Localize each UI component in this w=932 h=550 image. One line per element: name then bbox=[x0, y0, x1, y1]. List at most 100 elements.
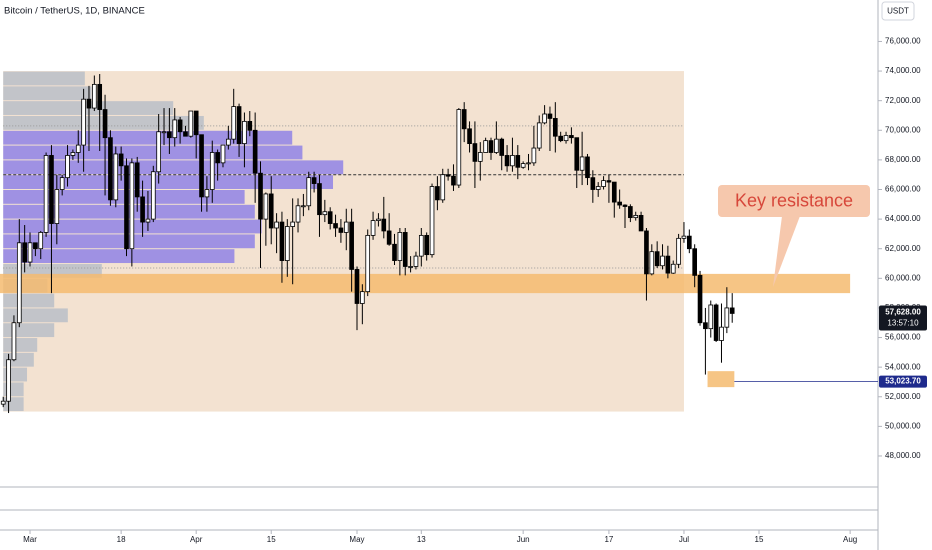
candle bbox=[11, 315, 17, 362]
y-tick-label: 74,000.00 bbox=[885, 66, 921, 75]
candle bbox=[134, 156, 140, 212]
candle bbox=[477, 142, 483, 181]
candle bbox=[242, 112, 247, 168]
candle-body bbox=[236, 106, 242, 145]
candle bbox=[27, 232, 33, 267]
candle-body bbox=[547, 113, 553, 119]
candle-body bbox=[531, 147, 537, 164]
candle-body bbox=[92, 83, 97, 109]
candle-body bbox=[242, 120, 247, 145]
last-price-box bbox=[879, 305, 927, 331]
y-tick-label: 66,000.00 bbox=[885, 185, 921, 194]
candle-body bbox=[199, 134, 204, 198]
candle-body bbox=[467, 128, 472, 145]
profile-bar bbox=[3, 175, 334, 189]
candle-body bbox=[644, 230, 649, 275]
candle-body bbox=[108, 137, 113, 201]
candle-body bbox=[590, 177, 596, 190]
candle bbox=[102, 94, 108, 196]
candle-body bbox=[601, 180, 606, 187]
profile-bar bbox=[3, 249, 235, 264]
currency-box[interactable] bbox=[881, 1, 915, 21]
candle-body bbox=[263, 193, 269, 220]
profile-bar bbox=[3, 130, 293, 145]
profile-bar bbox=[3, 189, 245, 204]
candle-body bbox=[392, 243, 397, 261]
candle-body bbox=[558, 135, 564, 142]
candle bbox=[43, 152, 49, 237]
candle bbox=[220, 144, 226, 168]
candle bbox=[386, 213, 392, 246]
candle-body bbox=[595, 186, 601, 190]
candle bbox=[719, 303, 724, 363]
candle-body bbox=[376, 218, 381, 221]
candle bbox=[199, 134, 204, 212]
candle-body bbox=[274, 221, 279, 229]
y-tick-label: 54,000.00 bbox=[885, 362, 921, 371]
candle-body bbox=[124, 165, 129, 250]
candle bbox=[129, 158, 135, 267]
candle bbox=[236, 103, 242, 157]
candle bbox=[558, 131, 564, 143]
callout-pointer bbox=[773, 216, 800, 287]
candle-body bbox=[424, 234, 430, 256]
candle bbox=[376, 213, 381, 227]
candle bbox=[247, 111, 253, 137]
candle bbox=[49, 145, 54, 294]
candle-body bbox=[172, 119, 178, 139]
candle bbox=[435, 176, 440, 211]
candle-body bbox=[654, 251, 660, 267]
candle bbox=[585, 153, 590, 186]
candle bbox=[579, 131, 585, 186]
candle-body bbox=[418, 234, 424, 257]
candle bbox=[676, 233, 681, 268]
candle-body bbox=[193, 110, 199, 136]
x-tick-label: 17 bbox=[604, 535, 613, 544]
candle-body bbox=[413, 255, 419, 267]
candle-body bbox=[161, 131, 167, 134]
candle bbox=[520, 161, 526, 169]
candle-body bbox=[713, 304, 719, 341]
candle bbox=[365, 229, 371, 297]
candle-body bbox=[75, 144, 81, 153]
candle bbox=[156, 113, 161, 184]
candle bbox=[418, 227, 424, 267]
candle-body bbox=[209, 152, 215, 190]
candle-body bbox=[354, 269, 360, 304]
candle-body bbox=[327, 211, 333, 224]
candle-body bbox=[156, 131, 161, 173]
candle-body bbox=[456, 109, 462, 186]
candle bbox=[461, 102, 467, 143]
candle-body bbox=[472, 143, 478, 162]
candle bbox=[284, 219, 290, 277]
candle bbox=[381, 196, 387, 239]
x-tick-label: 13 bbox=[417, 535, 426, 544]
candle-body bbox=[33, 242, 38, 250]
candle bbox=[140, 180, 145, 237]
chart-title: Bitcoin / TetherUS, 1D, BINANCE bbox=[4, 6, 145, 17]
candle-body bbox=[81, 98, 86, 146]
alert-price-label: 53,023.70 bbox=[885, 377, 921, 386]
candle-body bbox=[22, 242, 27, 263]
candle bbox=[252, 112, 258, 203]
candle-body bbox=[333, 223, 338, 229]
candle-body bbox=[708, 304, 714, 330]
candle-body bbox=[0, 400, 6, 405]
x-tick-label: 15 bbox=[755, 535, 764, 544]
candle-body bbox=[295, 205, 301, 223]
candle-body bbox=[150, 171, 156, 220]
candle bbox=[59, 174, 65, 196]
candle bbox=[628, 204, 633, 223]
candle-body bbox=[279, 221, 285, 261]
candle-body bbox=[520, 163, 526, 168]
candle bbox=[644, 227, 649, 301]
candle bbox=[724, 287, 730, 334]
candle bbox=[708, 300, 714, 338]
candle-body bbox=[177, 119, 183, 133]
candle-body bbox=[692, 248, 698, 276]
candle bbox=[670, 260, 676, 274]
candle-body bbox=[579, 156, 585, 171]
candle-body bbox=[670, 263, 676, 274]
candle-body bbox=[628, 206, 633, 219]
candle bbox=[81, 88, 86, 172]
